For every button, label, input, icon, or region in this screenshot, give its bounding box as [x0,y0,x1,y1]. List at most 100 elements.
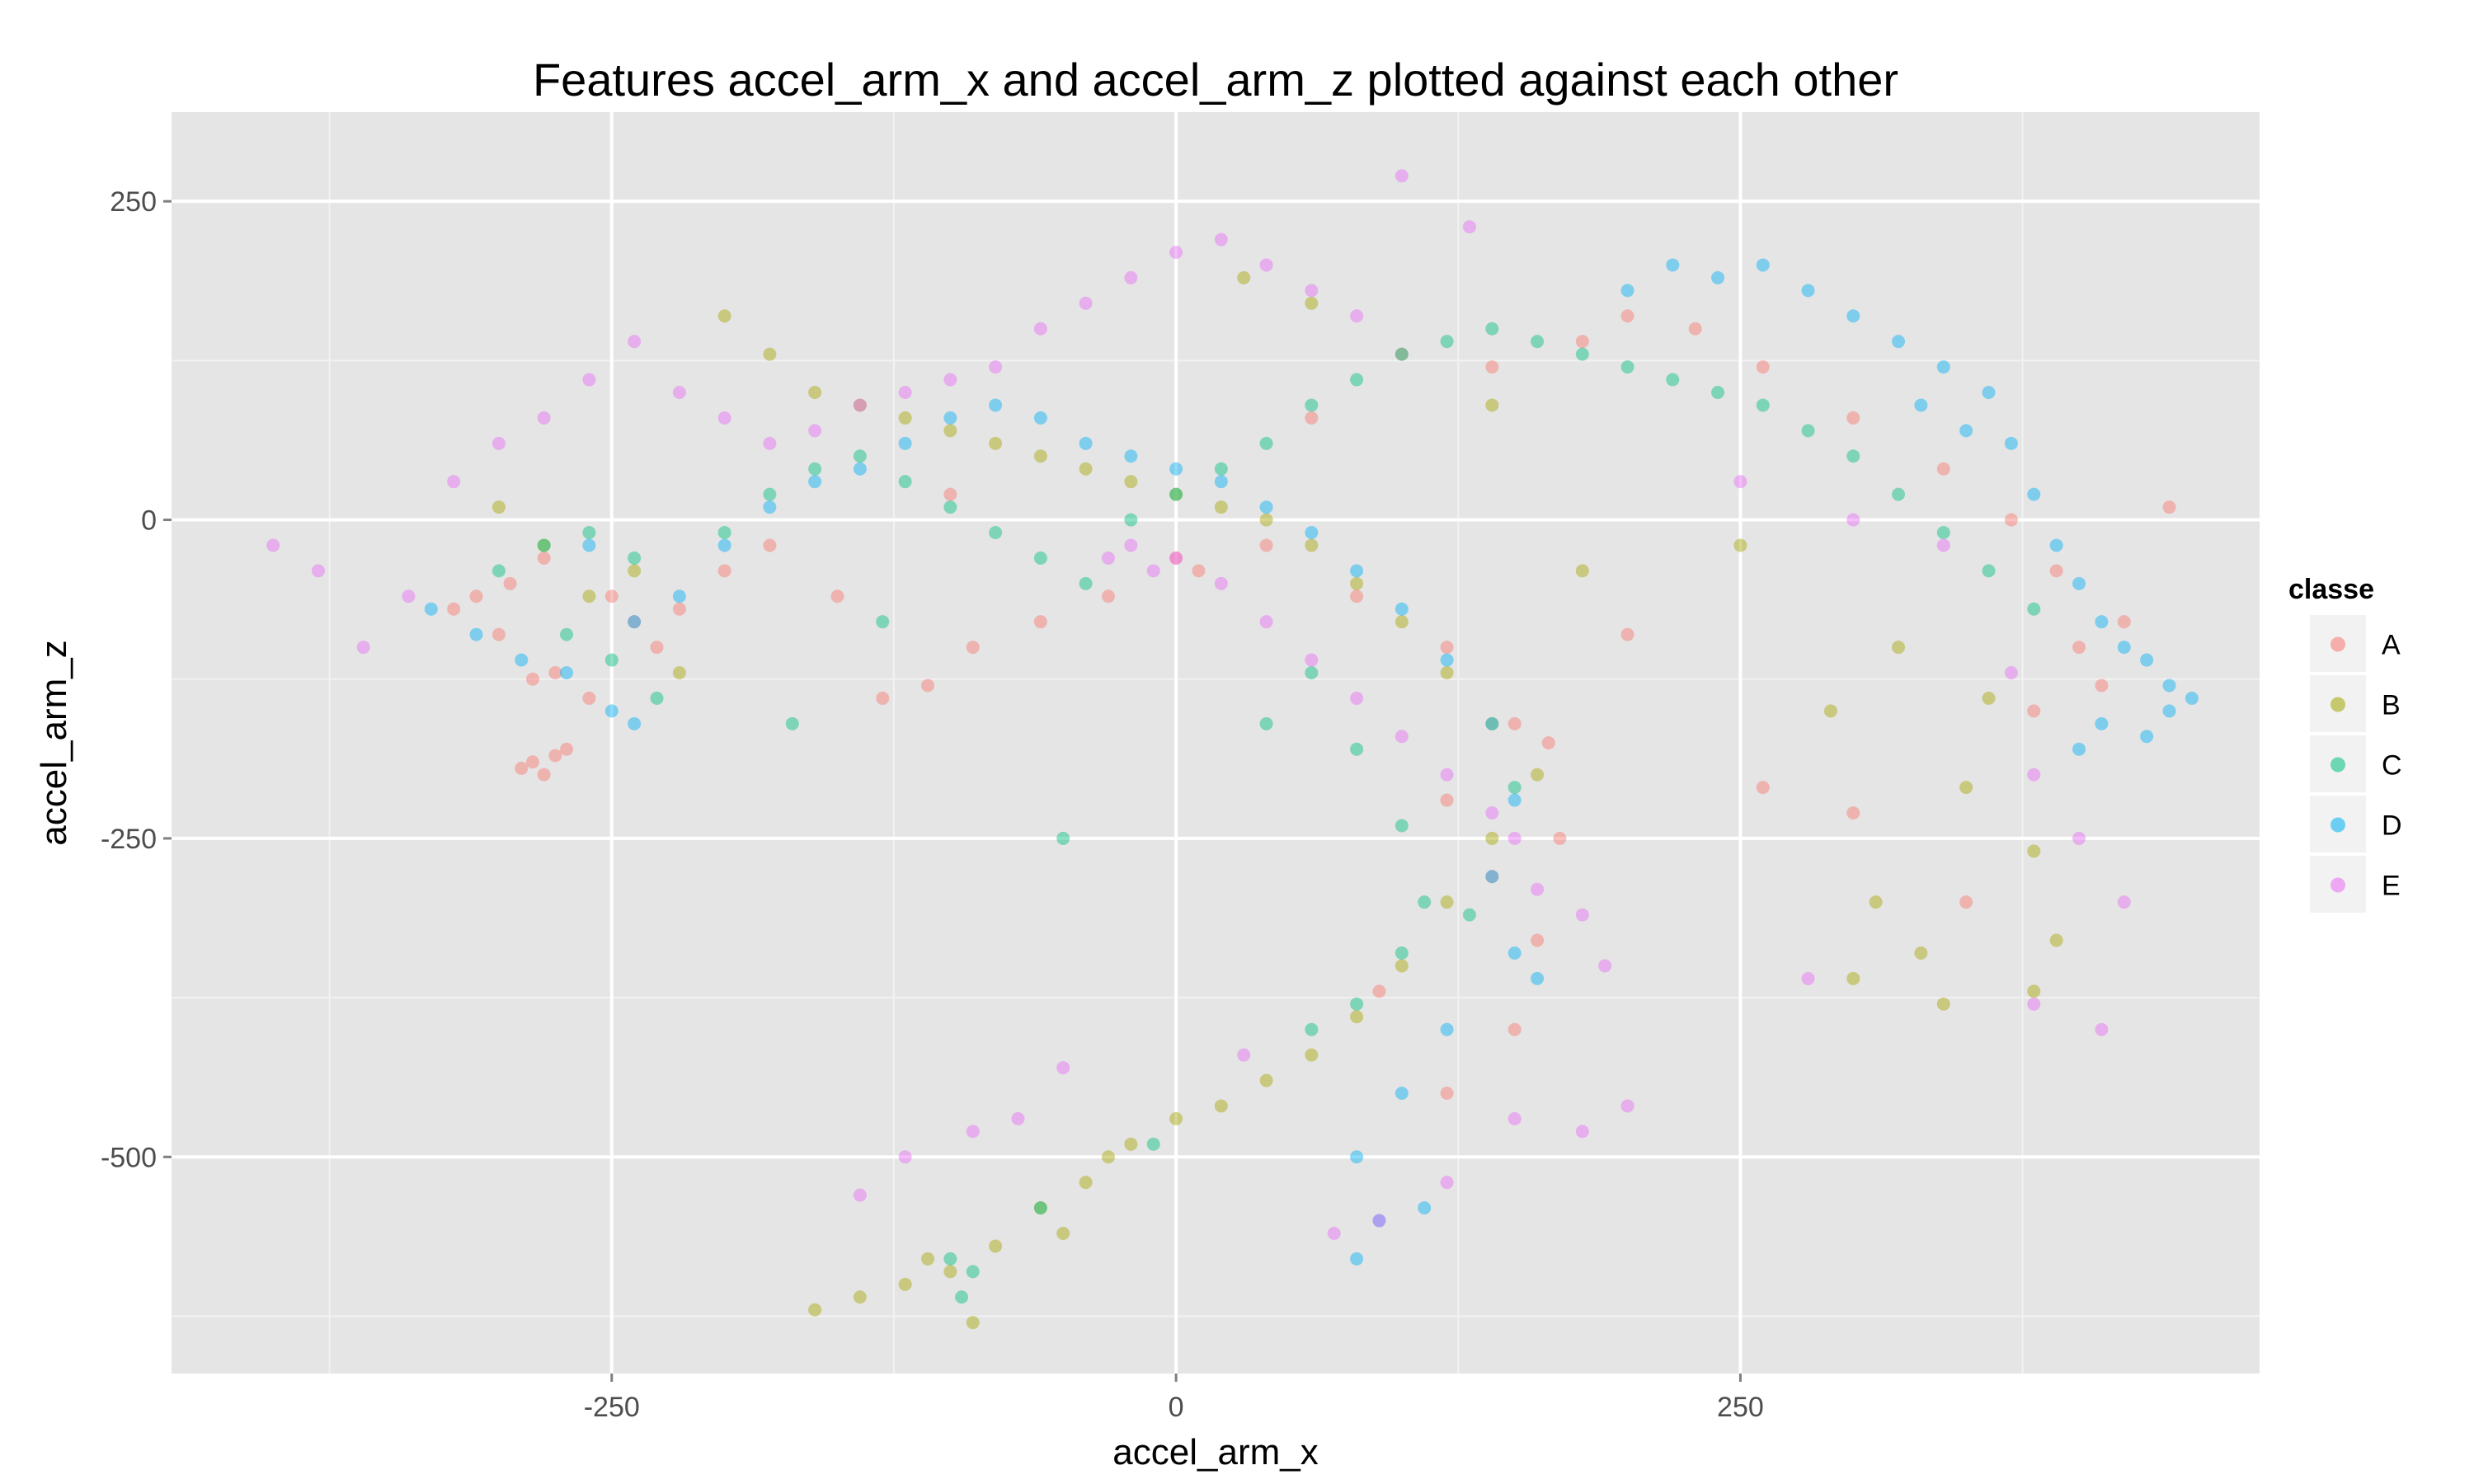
data-point [2027,487,2041,501]
data-point [447,475,461,489]
legend-item-E: E [2308,854,2401,914]
data-point [1033,551,1047,565]
data-point [1959,424,1973,438]
data-point [989,360,1003,374]
data-point [898,475,912,489]
data-point [1169,1111,1183,1125]
data-point [1936,526,1950,539]
data-point [808,475,822,489]
data-point [2049,564,2063,578]
data-point [1192,564,1206,578]
data-point [1101,589,1115,603]
data-point [1214,1099,1228,1113]
data-point [1462,908,1476,922]
data-point [1846,309,1860,323]
data-point [1372,984,1386,998]
data-point [1982,386,1996,399]
data-point [604,653,618,667]
chart-title: Features accel_arm_x and accel_arm_z plo… [533,54,1898,106]
data-point [1440,768,1454,782]
x-tick-label: 250 [1717,1392,1764,1423]
data-point [1305,1048,1319,1062]
y-axis-label: accel_arm_z [34,640,74,845]
data-point [582,691,596,705]
data-point [1395,946,1409,960]
data-point [1124,538,1138,552]
data-point [628,551,642,565]
data-point [1936,997,1950,1011]
data-point [560,627,574,641]
data-point [1620,284,1634,298]
data-point [955,1290,969,1304]
data-point [1305,526,1319,539]
data-point [2004,513,2018,527]
data-point [1237,1048,1251,1062]
data-point [2027,984,2041,998]
data-point [898,436,912,450]
data-point [2049,538,2063,552]
data-point [1440,1176,1454,1190]
data-point [1553,831,1567,845]
data-point [853,462,867,476]
data-point [1033,411,1047,425]
data-point [628,335,642,349]
data-point [1531,933,1545,947]
data-point [1350,997,1364,1011]
data-point [1350,691,1364,705]
x-tick-label: -250 [584,1392,640,1423]
data-point [1124,475,1138,489]
data-point [717,309,731,323]
series-C [492,322,2041,1304]
data-point [1982,691,1996,705]
points-layer [266,169,2199,1330]
data-point [1507,793,1522,807]
data-point [966,1125,980,1139]
data-point [2072,576,2086,590]
data-point [537,538,551,552]
data-point [1666,258,1680,272]
data-point [1124,270,1138,284]
data-point [898,1150,912,1164]
legend-item-C: C [2308,734,2402,794]
data-point [1101,551,1115,565]
data-point [582,373,596,387]
legend-item-A: A [2308,613,2401,674]
data-point [876,691,890,705]
data-point [2072,742,2086,756]
data-point [1914,398,1928,412]
data-point [1350,309,1364,323]
data-point [1124,513,1138,527]
data-point [1395,959,1409,973]
data-point [548,749,562,763]
data-point [1440,335,1454,349]
data-point [853,1188,867,1202]
data-point [650,641,664,655]
data-point [1440,1087,1454,1100]
data-point [1507,831,1522,845]
data-point [1892,487,1906,501]
data-point [1395,602,1409,616]
legend-title: classe [2288,574,2374,605]
data-point [989,1239,1003,1253]
data-point [763,500,777,514]
data-point [266,538,280,552]
data-point [604,589,618,603]
data-point [1350,742,1364,756]
legend-marker [2331,636,2345,652]
data-point [1575,1125,1589,1139]
data-point [1846,513,1860,527]
data-point [2072,831,2086,845]
data-point [1531,335,1545,349]
legend-label: E [2382,871,2401,902]
legend-label: D [2382,810,2402,842]
data-point [2027,997,2041,1011]
data-point [1801,284,1815,298]
data-point [1575,908,1589,922]
data-point [1507,946,1522,960]
data-point [1440,1022,1454,1036]
data-point [1101,1150,1115,1164]
data-point [515,653,529,667]
data-point [1124,449,1138,463]
data-point [943,373,957,387]
